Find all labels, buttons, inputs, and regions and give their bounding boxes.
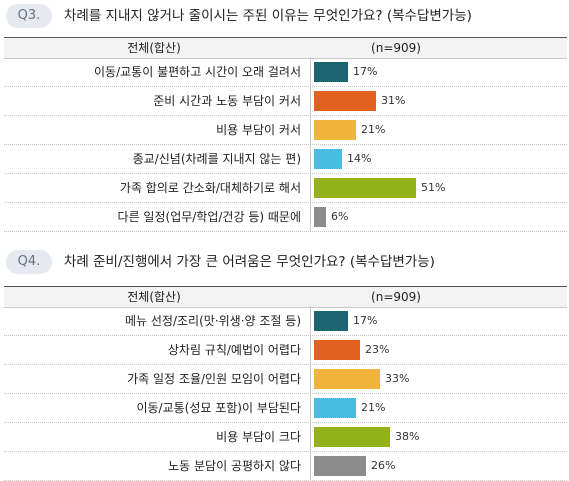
category-label: 상차림 규칙/예법이 어렵다 xyxy=(167,343,301,357)
bar-value-label: 21% xyxy=(361,123,386,136)
bar xyxy=(314,91,376,111)
bar xyxy=(314,62,348,82)
category-label: 이동/교통이 불편하고 시간이 오래 걸려서 xyxy=(94,65,301,79)
bar xyxy=(314,369,380,389)
header-group-label: 전체(합산) xyxy=(127,41,181,55)
question-header: Q4. 차례 준비/진행에서 가장 큰 어려움은 무엇인가요? (복수답변가능) xyxy=(0,248,569,276)
bar-value-label: 23% xyxy=(365,343,390,356)
category-label: 메뉴 선정/조리(맛·위생·양 조절 등) xyxy=(125,314,301,328)
chart-table: 전체(합산) (n=909) 이동/교통이 불편하고 시간이 오래 걸려서 17% 준비… xyxy=(4,37,567,232)
bar-value-label: 14% xyxy=(347,152,372,165)
bar xyxy=(314,207,326,227)
bar-value-label: 17% xyxy=(353,65,378,78)
bar xyxy=(314,178,416,198)
chart-title: 차례를 지내지 않거나 줄이시는 주된 이유는 무엇인가요? (복수답변가능) xyxy=(64,8,472,24)
table-row: 이동/교통이 불편하고 시간이 오래 걸려서 17% xyxy=(4,58,567,87)
question-number-badge: Q4. xyxy=(6,250,52,274)
category-label: 노동 분담이 공평하지 않다 xyxy=(168,459,301,473)
table-row: 가족 일정 조율/인원 모임이 어렵다 33% xyxy=(4,365,567,394)
bar-value-label: 38% xyxy=(395,430,420,443)
bar-value-label: 26% xyxy=(371,459,396,472)
header-sample-size: (n=909) xyxy=(371,41,421,55)
table-row: 종교/신념(차례를 지내지 않는 편) 14% xyxy=(4,145,567,174)
question-number-badge: Q3. xyxy=(6,4,52,28)
bar xyxy=(314,456,366,476)
header-sample-size: (n=909) xyxy=(371,290,421,304)
table-header: 전체(합산) (n=909) xyxy=(4,37,567,59)
bar-value-label: 6% xyxy=(331,210,349,223)
category-label: 준비 시간과 노동 부담이 커서 xyxy=(153,94,301,108)
chart-table: 전체(합산) (n=909) 메뉴 선정/조리(맛·위생·양 조절 등) 17% 상차림… xyxy=(4,286,567,481)
table-header: 전체(합산) (n=909) xyxy=(4,286,567,308)
bar xyxy=(314,149,342,169)
table-row: 가족 합의로 간소화/대체하기로 해서 51% xyxy=(4,174,567,203)
bar xyxy=(314,398,356,418)
bar xyxy=(314,340,360,360)
bar-value-label: 31% xyxy=(381,94,406,107)
category-label: 이동/교통(성묘 포함)이 부담된다 xyxy=(136,401,301,415)
category-label: 가족 일정 조율/인원 모임이 어렵다 xyxy=(127,372,301,386)
table-row: 준비 시간과 노동 부담이 커서 31% xyxy=(4,87,567,116)
table-row: 상차림 규칙/예법이 어렵다 23% xyxy=(4,336,567,365)
table-row: 다른 일정(업무/학업/건강 등) 때문에 6% xyxy=(4,203,567,232)
bar-value-label: 33% xyxy=(385,372,410,385)
bar xyxy=(314,427,390,447)
table-row: 노동 분담이 공평하지 않다 26% xyxy=(4,452,567,481)
bar xyxy=(314,311,348,331)
category-label: 비용 부담이 커서 xyxy=(216,123,301,137)
bar xyxy=(314,120,356,140)
table-row: 비용 부담이 크다 38% xyxy=(4,423,567,452)
table-row: 이동/교통(성묘 포함)이 부담된다 21% xyxy=(4,394,567,423)
bar-value-label: 51% xyxy=(421,181,446,194)
category-label: 비용 부담이 크다 xyxy=(216,430,301,444)
category-label: 가족 합의로 간소화/대체하기로 해서 xyxy=(119,181,301,195)
header-group-label: 전체(합산) xyxy=(127,290,181,304)
question-header: Q3. 차례를 지내지 않거나 줄이시는 주된 이유는 무엇인가요? (복수답변가… xyxy=(0,2,569,30)
bar-value-label: 21% xyxy=(361,401,386,414)
bar-value-label: 17% xyxy=(353,314,378,327)
chart-title: 차례 준비/진행에서 가장 큰 어려움은 무엇인가요? (복수답변가능) xyxy=(64,254,435,270)
table-row: 비용 부담이 커서 21% xyxy=(4,116,567,145)
table-row: 메뉴 선정/조리(맛·위생·양 조절 등) 17% xyxy=(4,307,567,336)
category-label: 다른 일정(업무/학업/건강 등) 때문에 xyxy=(117,210,301,224)
category-label: 종교/신념(차례를 지내지 않는 편) xyxy=(132,152,301,166)
